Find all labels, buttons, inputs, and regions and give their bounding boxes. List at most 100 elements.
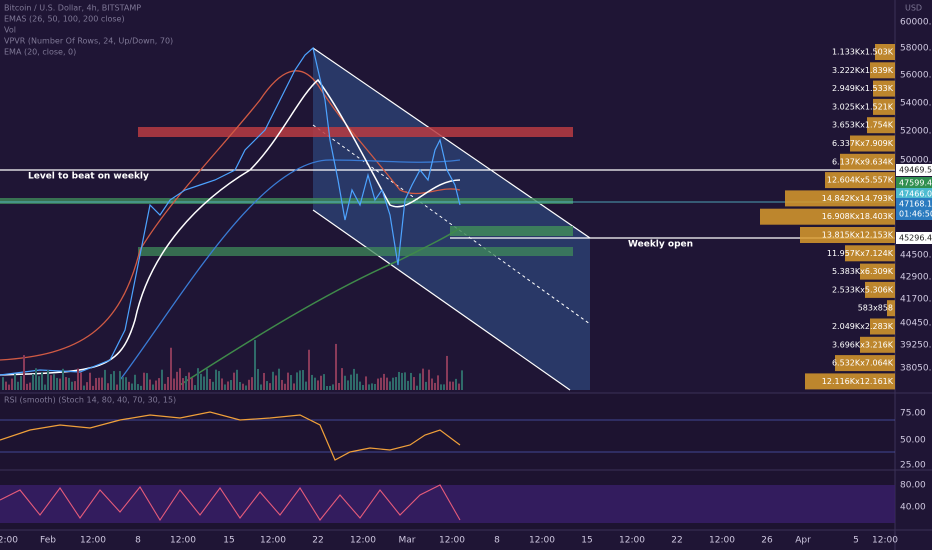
rsi-line <box>0 411 461 461</box>
profile-label: 12.116Kx12.161K <box>822 377 894 386</box>
volume-bar <box>107 383 109 390</box>
profile-label: 6.337Kx7.909K <box>832 139 894 148</box>
volume-bar <box>248 379 250 390</box>
profile-label: 2.049Kx2.283K <box>832 322 894 331</box>
volume-bar <box>284 383 286 390</box>
currency: USD <box>905 4 922 13</box>
price-tag-label: 01:46:50 <box>899 210 932 219</box>
volume-bar <box>455 378 457 390</box>
volume-bar <box>59 378 61 390</box>
volume-bar <box>305 381 307 390</box>
price-label: 50000.00 <box>900 156 932 166</box>
profile-bar <box>860 263 895 280</box>
time-label: 12:00 <box>529 536 555 546</box>
volume-bar <box>23 355 25 390</box>
profile-label: 12.604Kx5.557K <box>827 176 894 185</box>
price-label: 44500.00 <box>900 251 932 261</box>
volume-bar <box>32 373 34 390</box>
ema-line <box>0 78 461 376</box>
volume-bar <box>440 384 442 390</box>
volume-bar <box>383 373 385 390</box>
volume-bar <box>296 372 298 390</box>
volume-bar <box>149 379 151 390</box>
volume-bar <box>347 380 349 390</box>
study: EMAS (26, 50, 100, 200 close) <box>4 15 125 24</box>
profile-label: 5.383Kx6.309K <box>832 267 894 276</box>
price-tag-label: 47168.17 <box>899 200 932 209</box>
volume-bar <box>428 369 430 390</box>
profile-bar <box>873 98 895 115</box>
volume <box>2 340 463 390</box>
volume-bar <box>302 370 304 390</box>
profile-bar <box>873 80 895 97</box>
volume-bar <box>215 369 217 390</box>
time-label: 15 <box>223 536 234 546</box>
volume-bar <box>212 381 214 390</box>
volume-bar <box>44 384 46 390</box>
price-label: 41700.00 <box>900 295 932 305</box>
profile-label: 6.137Kx9.634K <box>832 157 894 166</box>
volume-bar <box>116 384 118 390</box>
volume-bar <box>203 376 205 390</box>
volume-bar <box>41 372 43 390</box>
volume-bar <box>191 378 193 390</box>
resistance-zone <box>138 127 573 137</box>
volume-bar <box>29 382 31 390</box>
support-zone <box>138 247 573 256</box>
volume-bar <box>332 384 334 390</box>
profile-label: 583x858 <box>858 304 893 313</box>
stoch-line <box>0 484 461 522</box>
volume-bar <box>356 373 358 390</box>
volume-bar <box>161 369 163 390</box>
ema-line <box>0 70 461 361</box>
profile-label: 1.133Kx1.503K <box>832 48 894 57</box>
time-label: 12:00 <box>80 536 106 546</box>
volume-profile: 1.133Kx1.503K 3.222Kx1.839K 2.949Kx1.533K 3… <box>760 44 895 390</box>
volume-bar <box>140 385 142 390</box>
annotation: Level to beat on weekly <box>28 172 149 182</box>
profile-bar <box>867 117 895 134</box>
volume-bar <box>362 384 364 390</box>
volume-bar <box>47 370 49 390</box>
time-label: 8 <box>135 536 141 546</box>
volume-bar <box>257 368 259 390</box>
volume-bar <box>395 377 397 390</box>
volume-bar <box>419 373 421 390</box>
support-zone <box>0 198 573 204</box>
study: EMA (20, close, 0) <box>4 48 76 57</box>
volume-bar <box>410 372 412 390</box>
volume-bar <box>437 375 439 390</box>
volume-bar <box>329 385 331 390</box>
profile-label: 13.815Kx12.153K <box>822 231 894 240</box>
ema-line <box>179 227 461 386</box>
volume-bar <box>167 377 169 390</box>
volume-bar <box>272 371 274 390</box>
price-tag-label: 45296.40 <box>899 234 932 243</box>
volume-bar <box>113 371 115 390</box>
volume-bar <box>35 368 37 390</box>
volume-bar <box>50 375 52 390</box>
volume-bar <box>308 349 310 390</box>
price-tag-label: 47466.00 <box>899 190 932 199</box>
volume-bar <box>245 385 247 390</box>
volume-bar <box>386 377 388 390</box>
volume-bar <box>62 368 64 390</box>
volume-bar <box>26 383 28 390</box>
volume-bar <box>122 377 124 390</box>
volume-bar <box>14 374 16 390</box>
volume-bar <box>170 347 172 390</box>
volume-bar <box>335 343 337 390</box>
profile-bar <box>870 318 895 335</box>
volume-bar <box>224 384 226 390</box>
price-label: 56000.00 <box>900 71 932 81</box>
volume-bar <box>242 383 244 390</box>
time-label: 12:00 <box>0 536 18 546</box>
profile-bar <box>800 227 895 243</box>
volume-bar <box>230 380 232 390</box>
volume-bar <box>68 377 70 390</box>
volume-bar <box>110 374 112 390</box>
volume-bar <box>398 371 400 390</box>
volume-bar <box>221 378 223 390</box>
volume-bar <box>275 375 277 390</box>
stoch-axis-label: 80.00 <box>900 481 926 491</box>
